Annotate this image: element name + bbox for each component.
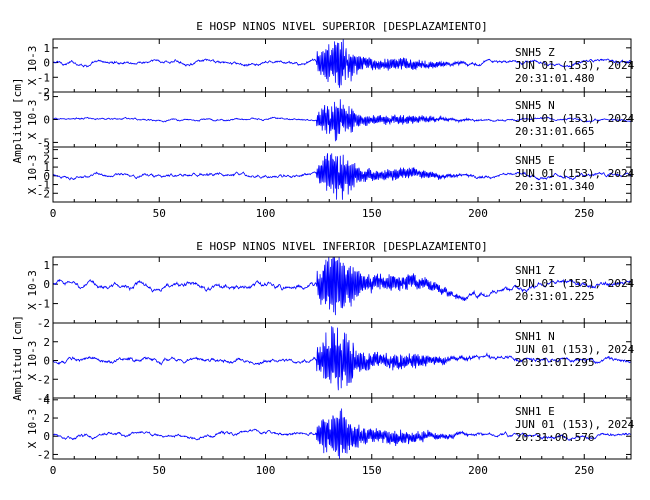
y-tick-label: 5 [43,91,50,104]
series-line [52,38,632,88]
series-line [52,326,632,391]
x-tick-label: 50 [153,464,166,477]
scale-label: X 10-3 [26,155,39,195]
y-tick-label: -1 [37,71,50,84]
series-line [52,153,632,200]
x-tick-label: 100 [256,464,276,477]
trace-annotation: 20:31:01.340 [515,180,594,193]
y-tick-label: 0 [43,114,50,127]
y-tick-label: 2 [43,336,50,349]
scale-label: X 10-3 [26,270,39,310]
y-tick-label: 1 [43,161,50,174]
x-tick-label: 150 [362,464,382,477]
x-tick-label: 0 [50,464,57,477]
series-line [52,408,632,459]
y-tick-label: 4 [43,394,50,407]
y-tick-label: 2 [43,152,50,165]
trace-annotation: 20:31:01.665 [515,125,594,138]
y-axis-label: Amplitud [cm] [11,315,24,401]
y-tick-label: 0 [43,57,50,70]
trace-annotation: 20:31:01.225 [515,290,594,303]
trace-annotation: SNH5 E [515,154,555,167]
y-tick-label: -2 [37,86,50,99]
trace-annotation: SNH5 N [515,99,555,112]
trace-annotation: JUN 01 (153), 2024 [515,112,635,125]
trace-annotation: SNH1 N [515,330,555,343]
y-tick-label: 0 [43,170,50,183]
series-line [52,99,632,142]
trace-annotation: 20:31:00.576 [515,431,594,444]
trace-annotation: SNH1 E [515,405,555,418]
scale-label: X 10-3 [26,100,39,140]
trace-annotation: JUN 01 (153), 2024 [515,418,635,431]
scale-label: X 10-3 [26,341,39,381]
panel-frame [52,146,632,203]
y-tick-label: 3 [43,144,50,157]
x-tick-label: 200 [468,207,488,220]
panel-frame [52,397,632,460]
trace-annotation: JUN 01 (153), 2024 [515,167,635,180]
trace-annotation: JUN 01 (153), 2024 [515,277,635,290]
trace-annotation: JUN 01 (153), 2024 [515,59,635,72]
y-tick-label: 0 [43,278,50,291]
x-tick-label: 150 [362,207,382,220]
y-tick-label: -1 [37,298,50,311]
y-tick-label: -5 [37,136,50,149]
y-tick-label: -2 [37,448,50,461]
trace-annotation: 20:31:01.295 [515,356,594,369]
y-tick-label: -1 [37,179,50,192]
x-tick-label: 50 [153,207,166,220]
x-tick-label: 250 [574,464,594,477]
x-tick-label: 200 [468,464,488,477]
trace-annotation: SNH5 Z [515,46,555,59]
y-tick-label: 0 [43,430,50,443]
y-tick-label: -2 [37,373,50,386]
trace-annotation: 20:31:01.480 [515,72,594,85]
trace-annotation: JUN 01 (153), 2024 [515,343,635,356]
y-tick-label: 1 [43,259,50,272]
scale-label: X 10-3 [26,46,39,86]
series-line [52,256,632,316]
scale-label: X 10-3 [26,409,39,449]
y-tick-label: -2 [37,317,50,330]
x-tick-label: 100 [256,207,276,220]
x-tick-label: 250 [574,207,594,220]
x-tick-label: 0 [50,207,57,220]
chart-title: E HOSP NINOS NIVEL INFERIOR [DESPLAZAMIE… [196,240,487,253]
y-tick-label: 0 [43,355,50,368]
y-tick-label: 1 [43,42,50,55]
y-tick-label: 2 [43,412,50,425]
y-tick-label: -4 [37,392,51,405]
y-tick-label: -2 [37,187,50,200]
y-axis-label: Amplitud [cm] [11,77,24,163]
chart-title: E HOSP NINOS NIVEL SUPERIOR [DESPLAZAMIE… [196,20,487,33]
trace-annotation: SNH1 Z [515,264,555,277]
